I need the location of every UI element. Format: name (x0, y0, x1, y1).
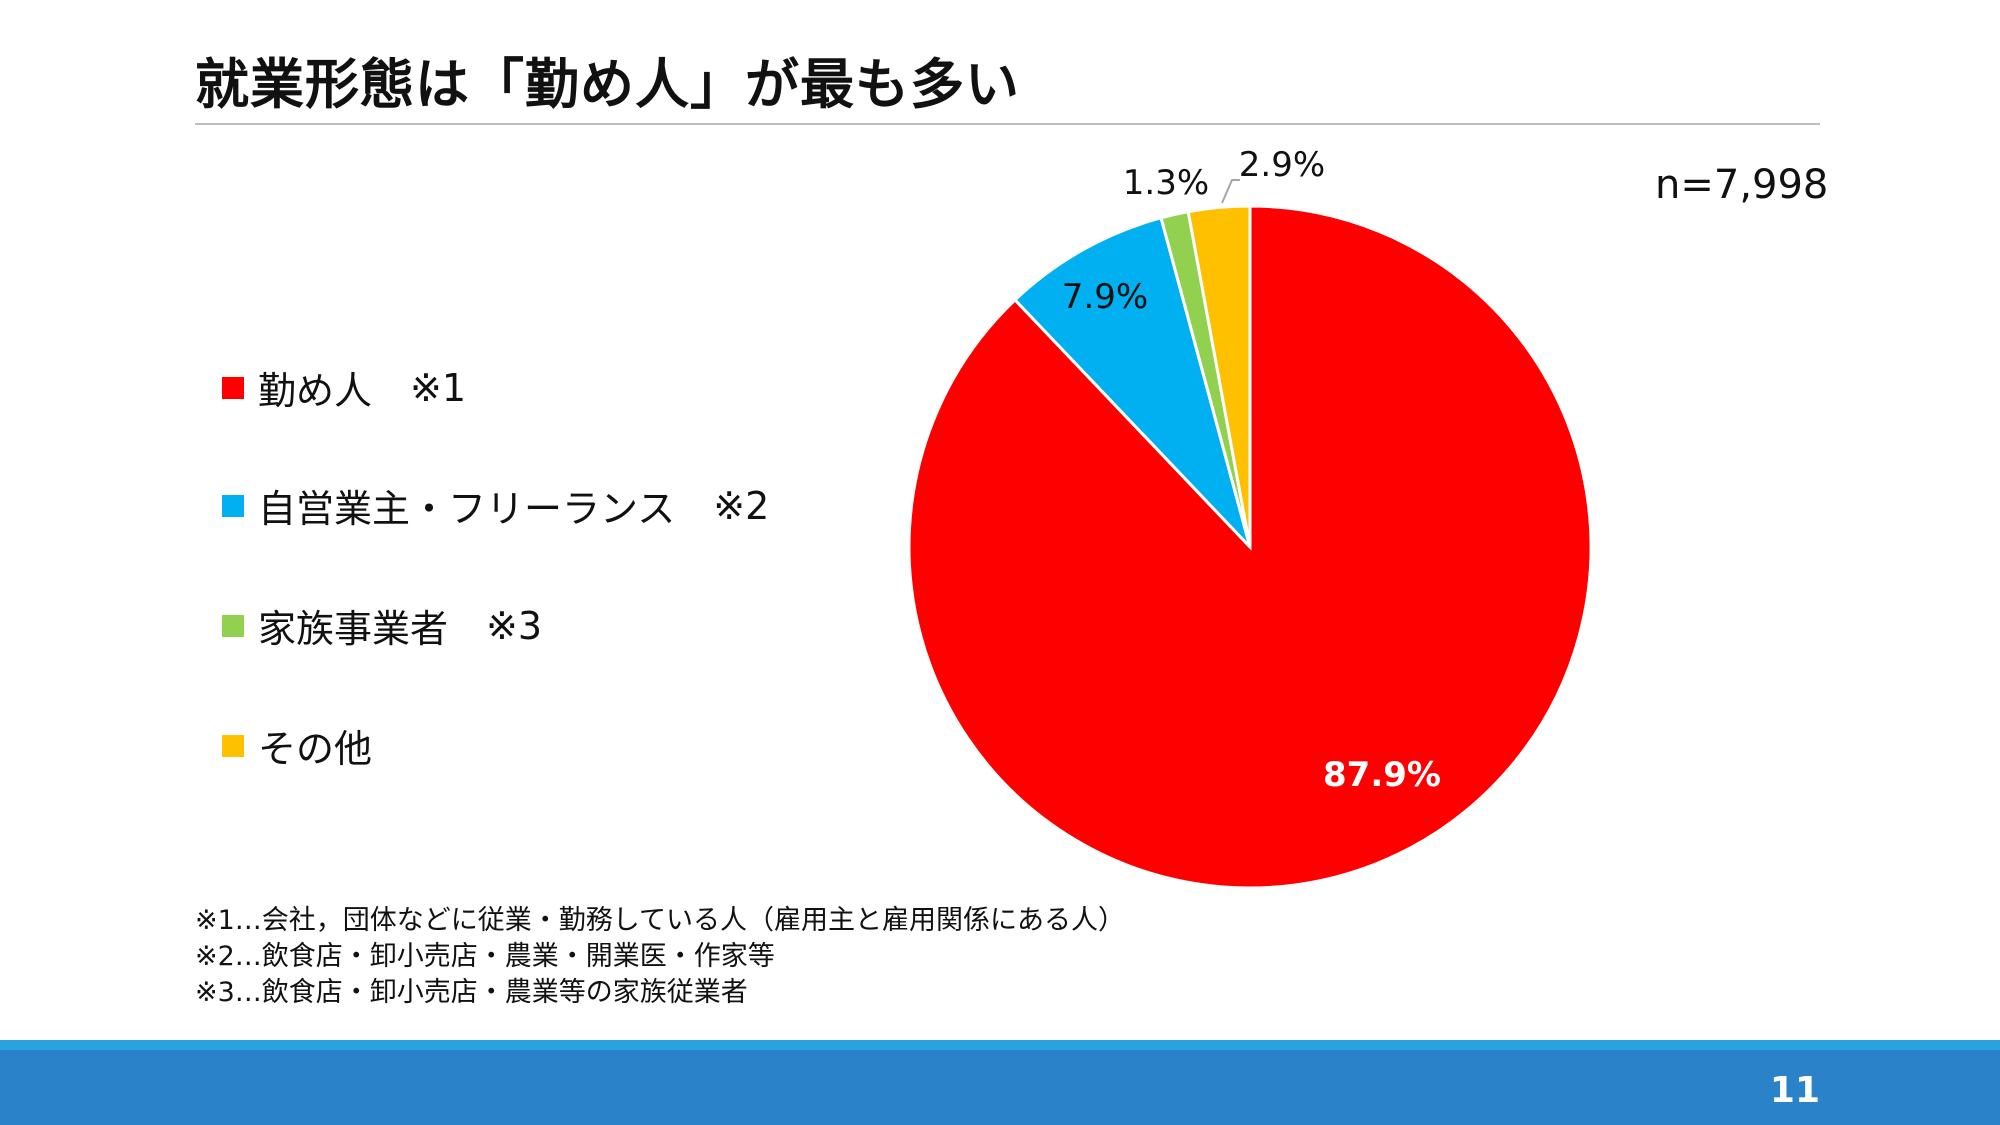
leader-line-other (1221, 179, 1240, 204)
legend-item-other: その他 (222, 718, 372, 773)
data-label-employee: 87.9% (1323, 755, 1441, 795)
legend-label: 勤め人 (258, 369, 373, 413)
legend-label: 自営業主・フリーランス (258, 487, 676, 531)
footnote-3: ※3…飲食店・卸小売店・農業等の家族従業者 (195, 977, 748, 1008)
legend-item-self-employed: 自営業主・フリーランス ※2 (222, 478, 769, 533)
data-label-other: 2.9% (1239, 145, 1325, 185)
legend-item-employee: 勤め人 ※1 (222, 360, 466, 415)
page-number: 11 (1769, 1070, 1820, 1111)
legend-note: ※2 (713, 483, 770, 528)
slice-other (1186, 204, 1252, 548)
legend-label: その他 (258, 727, 373, 771)
slide-title: 就業形態は「勤め人」が最も多い (195, 53, 1020, 116)
legend-label: 家族事業者 (258, 607, 449, 651)
legend-swatch (222, 376, 244, 399)
legend-note: ※1 (410, 365, 467, 410)
footer-accent-bar (0, 1040, 2000, 1050)
legend-swatch (222, 614, 244, 637)
title-divider (195, 123, 1820, 125)
legend-swatch (222, 494, 244, 517)
legend-item-family-business: 家族事業者 ※3 (222, 598, 542, 653)
sample-size-label: n=7,998 (1655, 162, 1829, 208)
legend-swatch (222, 734, 244, 757)
footnote-1: ※1…会社，団体などに従業・勤務している人（雇用主と雇用関係にある人） (195, 905, 1125, 936)
footnote-2: ※2…飲食店・卸小売店・農業・開業医・作家等 (195, 941, 775, 972)
data-label-family-business: 1.3% (1123, 163, 1209, 203)
footnotes: ※1…会社，団体などに従業・勤務している人（雇用主と雇用関係にある人） ※2…飲… (195, 903, 1125, 1011)
footer-bar (0, 1050, 2000, 1125)
legend-note: ※3 (486, 603, 543, 648)
slice-self-employed (1012, 215, 1252, 549)
data-label-self-employed: 7.9% (1062, 277, 1148, 317)
